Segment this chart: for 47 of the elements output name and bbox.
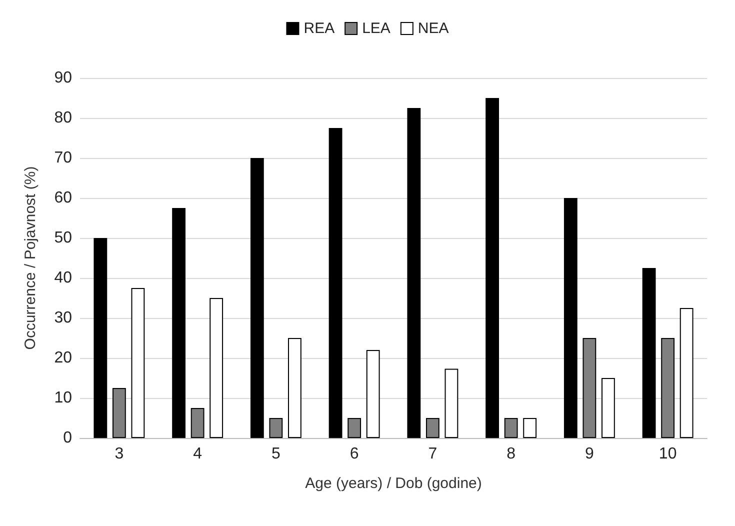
x-tick-label: 8 <box>506 446 516 462</box>
bar <box>190 408 204 438</box>
y-tick-label: 90 <box>54 70 72 86</box>
bar <box>407 108 421 438</box>
bar <box>486 98 499 438</box>
bar <box>172 208 186 438</box>
bar <box>582 338 596 438</box>
bar <box>250 158 264 438</box>
y-tick-label: 40 <box>54 270 72 286</box>
x-axis-title: Age (years) / Dob (godine) <box>305 475 482 492</box>
bar <box>680 308 694 438</box>
bar <box>112 388 126 438</box>
legend-label: LEA <box>362 20 390 37</box>
bar <box>504 418 518 438</box>
y-tick-label: 80 <box>54 110 72 126</box>
bar <box>288 338 302 438</box>
bar <box>210 298 224 438</box>
x-tick-label: 10 <box>658 446 677 462</box>
x-tick-label: 6 <box>350 446 359 462</box>
y-tick-label: 30 <box>54 310 72 326</box>
bar <box>642 268 656 438</box>
y-tick-label: 70 <box>54 150 72 166</box>
x-tick-label: 5 <box>271 446 280 462</box>
bar <box>426 418 440 438</box>
bar <box>269 418 283 438</box>
x-tick-label: 4 <box>193 446 202 462</box>
bar <box>131 288 145 438</box>
bar <box>564 198 578 438</box>
x-tick-label: 9 <box>584 446 594 462</box>
bar <box>444 368 458 438</box>
bar <box>348 418 362 438</box>
y-tick-label: 20 <box>54 350 72 366</box>
y-axis-title: Occurrence / Pojavnost (%) <box>22 166 39 350</box>
x-tick-label: 3 <box>114 446 124 462</box>
bar <box>661 338 675 438</box>
x-tick-label: 7 <box>428 446 438 462</box>
legend-label: NEA <box>418 20 449 37</box>
bar <box>602 378 615 438</box>
y-tick-label: 10 <box>54 390 72 406</box>
bar <box>366 350 380 438</box>
y-tick-label: 0 <box>63 430 72 446</box>
bar <box>328 128 342 438</box>
bar <box>523 418 537 438</box>
y-tick-label: 60 <box>54 190 72 206</box>
y-tick-label: 50 <box>54 230 72 246</box>
legend-label: REA <box>304 20 335 37</box>
bar <box>94 238 108 438</box>
